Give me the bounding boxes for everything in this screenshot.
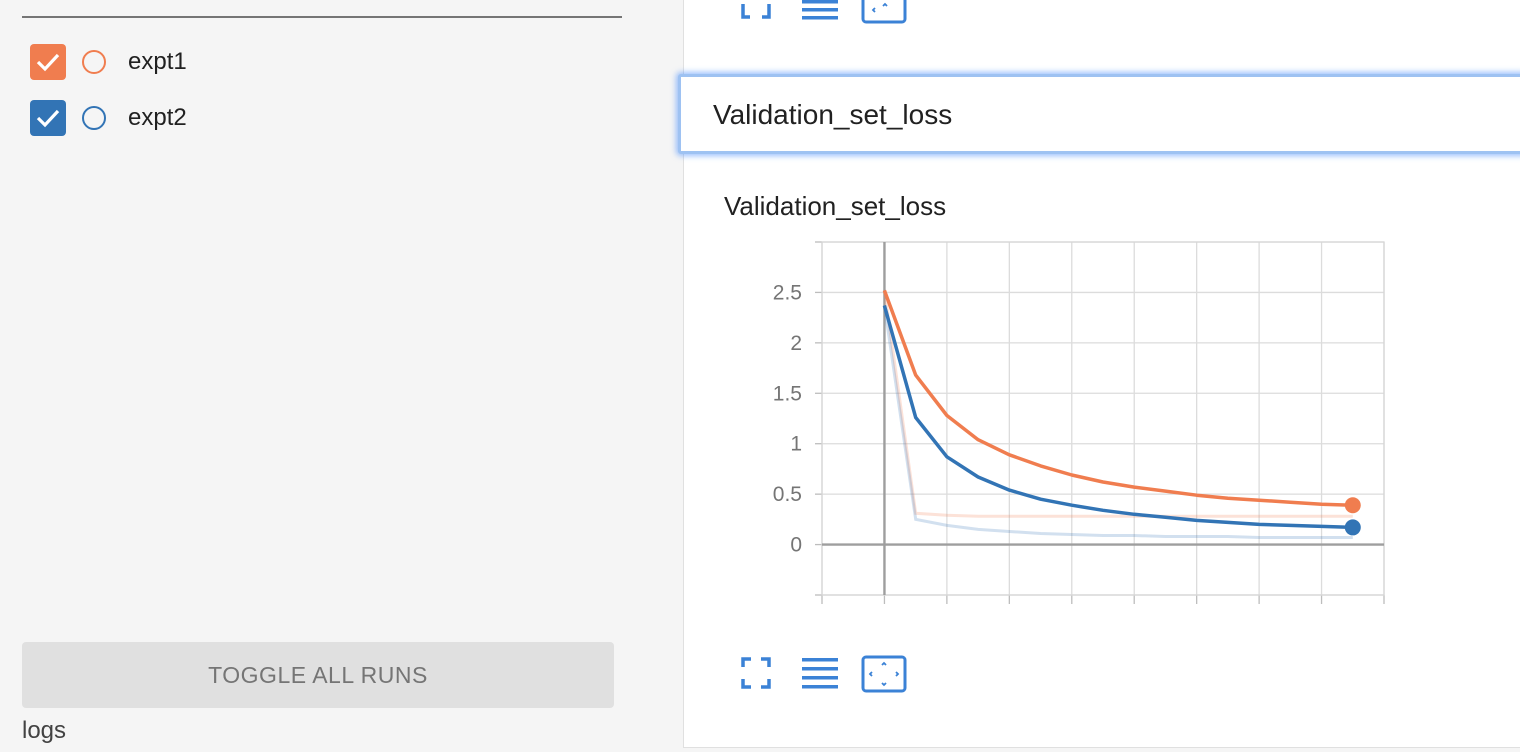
plot-frame [821,241,1385,596]
toggle-all-runs-button[interactable]: TOGGLE ALL RUNS [22,642,614,708]
y-tick-label: 2.5 [773,281,802,304]
raw-line-expt1 [882,290,1353,518]
x-tick-label: 8 [1128,610,1140,612]
x-tick-label: 14 [1310,610,1334,612]
logdir-label: logs [22,717,67,744]
run-row-expt2[interactable]: expt2 [30,100,187,136]
y-tick-label: 0 [790,534,802,557]
x-tick-label: 10 [1185,610,1208,612]
x-tick-label: 0 [879,610,891,612]
checkmark-icon [36,53,60,72]
y-tick-label: 2 [790,332,802,355]
fullscreen-icon[interactable] [740,0,772,20]
fit-domain-icon[interactable] [861,0,907,24]
x-tick-label: 6 [1066,610,1078,612]
section-title: Validation_set_loss [713,99,953,130]
end-point-expt2 [1344,519,1361,536]
x-tick-label: 2 [941,610,953,612]
checkmark-icon [36,109,60,128]
run-filter-input-underline[interactable] [22,16,622,18]
run-label-expt1: expt1 [128,48,187,75]
run-color-swatch-expt1[interactable] [82,50,106,74]
smoothed-line-expt1 [882,289,1353,507]
loss-line-chart[interactable]: 0 2 4 6 8 10 12 14 0 0.5 1 1.5 2 2.5 [740,232,1400,612]
lines-icon[interactable] [801,0,839,22]
raw-line-expt2 [882,305,1353,539]
chart-title: Validation_set_loss [724,191,947,221]
tag-section-header[interactable]: Validation_set_loss [678,74,1520,154]
smoothed-line-expt2 [882,305,1353,530]
x-tick-label: 4 [1003,610,1015,612]
y-tick-label: 1 [790,433,802,456]
run-row-expt1[interactable]: expt1 [30,44,187,80]
y-tick-label: 1.5 [773,382,802,405]
runs-sidebar: expt1 expt2 TOGGLE ALL RUNS logs [0,0,682,752]
run-checkbox-expt2[interactable] [30,100,66,136]
run-label-expt2: expt2 [128,104,187,131]
fit-domain-icon[interactable] [861,655,907,693]
y-tick-label: 0.5 [773,483,802,506]
lines-icon[interactable] [801,656,839,692]
end-point-expt1 [1344,497,1361,514]
run-color-swatch-expt2[interactable] [82,106,106,130]
x-tick-label: 12 [1247,610,1270,612]
fullscreen-icon[interactable] [740,656,772,692]
run-checkbox-expt1[interactable] [30,44,66,80]
